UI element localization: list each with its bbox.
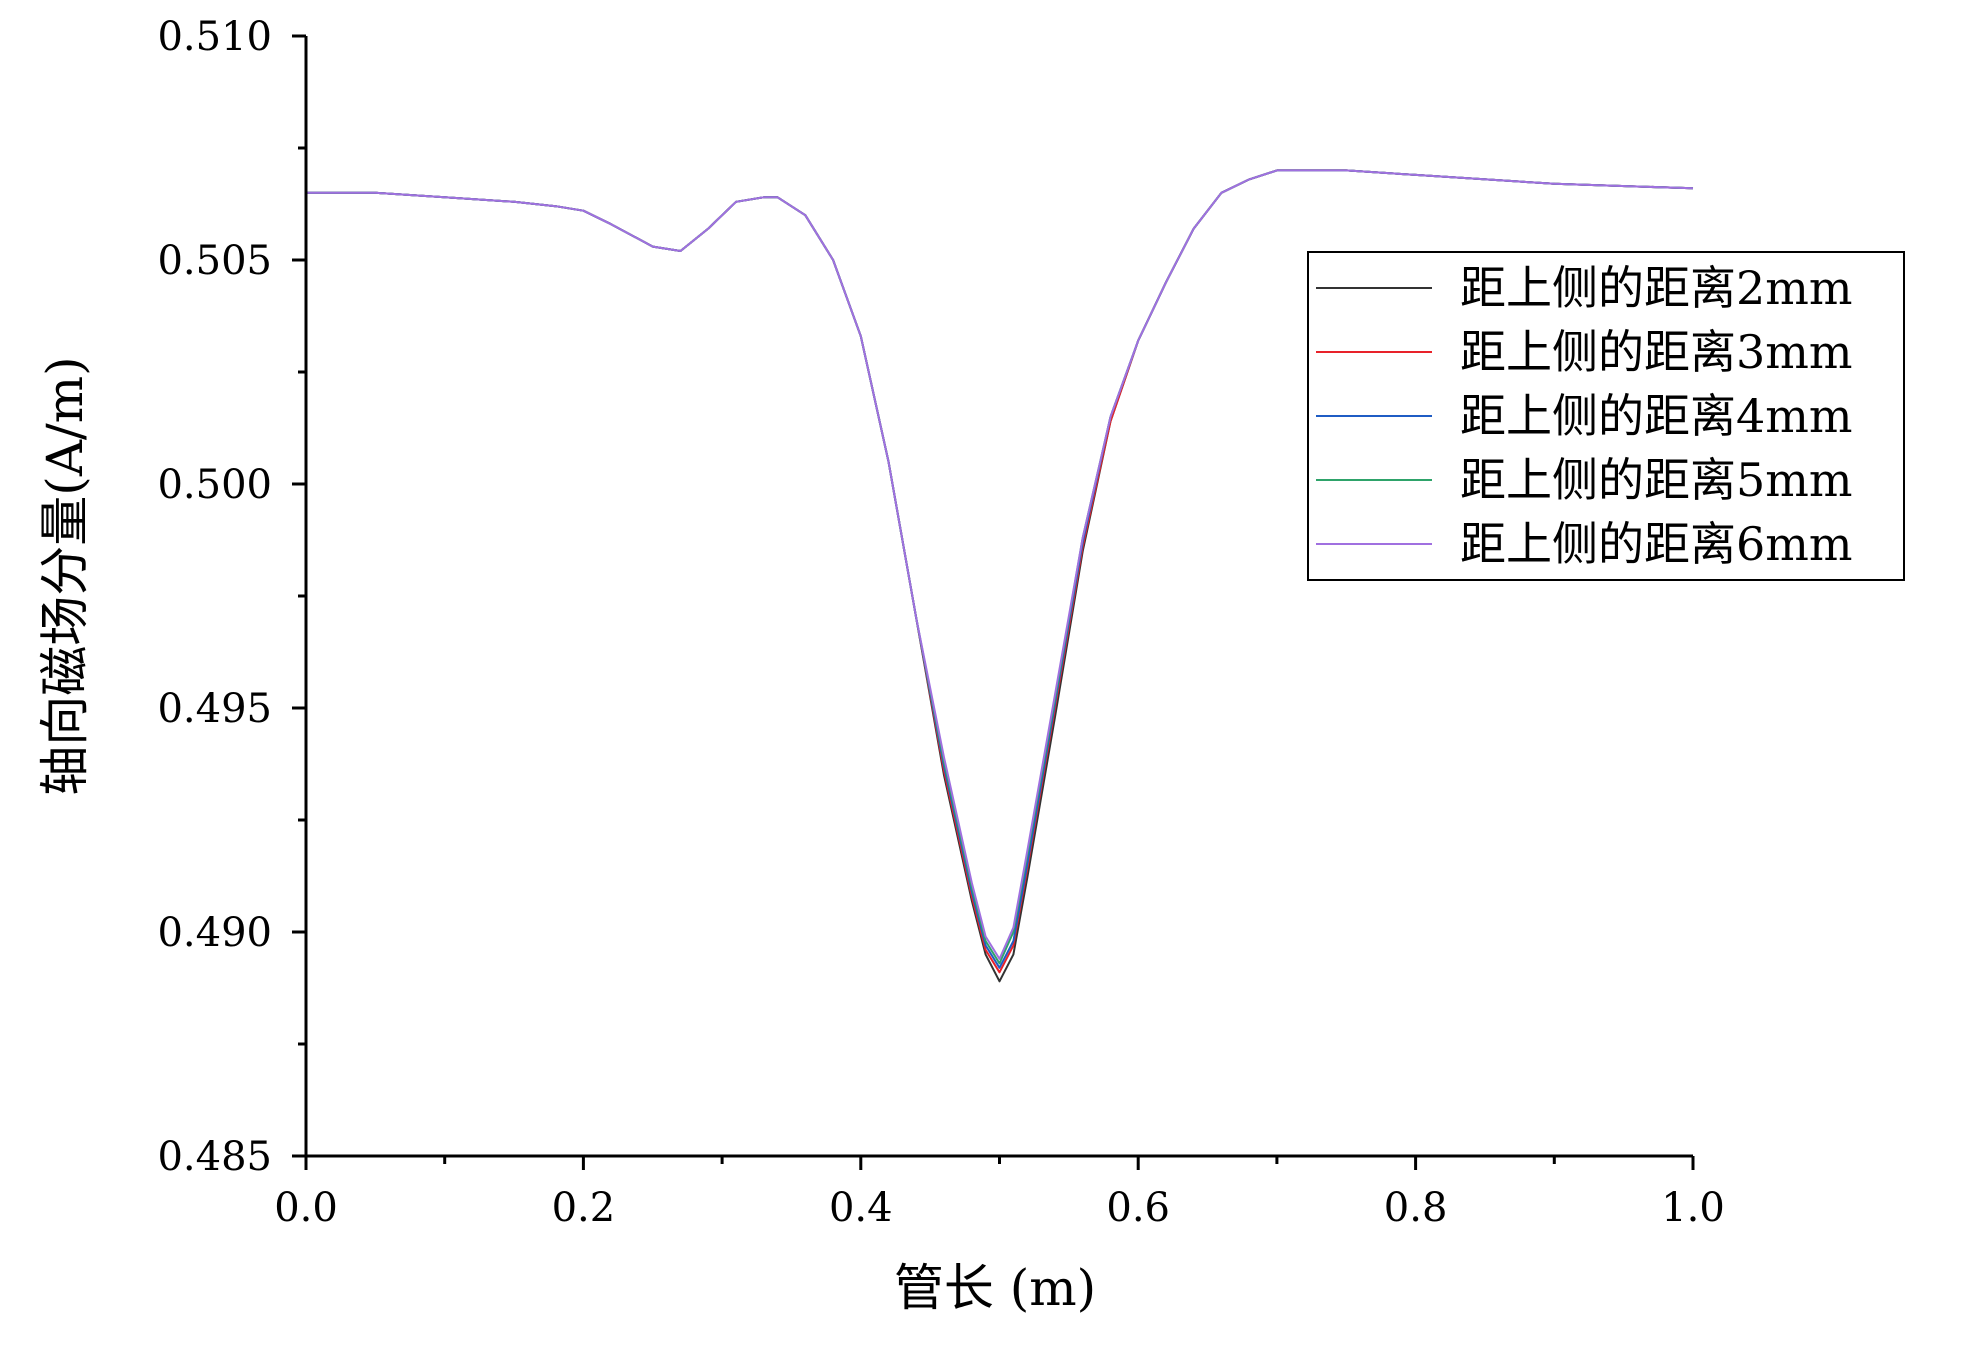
axes-group: 0.0 0.2 0.4 0.6 0.8 1.0 0.485 0.490 0.495 0.500 0.…	[157, 14, 1724, 1231]
y-tick-label: 0.490	[157, 910, 272, 956]
x-tick-label: 1.0	[1661, 1185, 1725, 1231]
x-tick-label: 0.6	[1106, 1185, 1170, 1231]
x-tick-label: 0.0	[274, 1185, 338, 1231]
series-group	[306, 169, 1694, 983]
y-axis-title: 轴向磁场分量(A/m)	[36, 356, 94, 795]
series-line-5	[306, 169, 1694, 960]
y-tick-label: 0.495	[157, 686, 272, 732]
x-axis-title: 管长 (m)	[894, 1259, 1096, 1317]
legend-label-2: 距上侧的距离3mm	[1460, 325, 1853, 379]
legend-label-5: 距上侧的距离6mm	[1460, 517, 1853, 571]
legend: 距上侧的距离2mm 距上侧的距离3mm 距上侧的距离4mm 距上侧的距离5mm 距上侧的…	[1307, 251, 1905, 581]
legend-label-1: 距上侧的距离2mm	[1460, 261, 1853, 315]
legend-label-4: 距上侧的距离5mm	[1460, 453, 1853, 507]
y-tick-label: 0.510	[157, 14, 272, 60]
y-tick-label: 0.485	[157, 1134, 272, 1180]
x-tick-label: 0.2	[552, 1185, 616, 1231]
x-tick-label: 0.4	[829, 1185, 893, 1231]
y-tick-label: 0.505	[157, 238, 272, 284]
y-tick-label: 0.500	[157, 462, 272, 508]
legend-label-3: 距上侧的距离4mm	[1460, 389, 1853, 443]
x-tick-label: 0.8	[1384, 1185, 1448, 1231]
